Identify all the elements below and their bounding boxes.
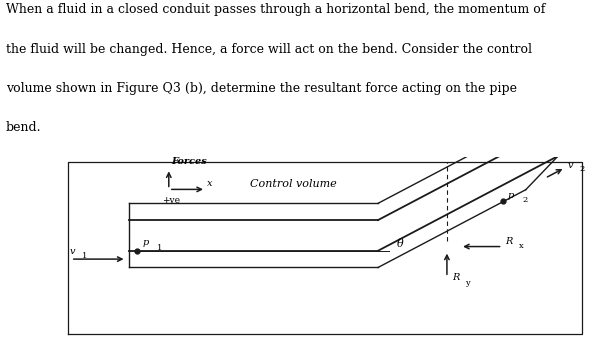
Text: p: p (508, 191, 514, 200)
Text: x: x (518, 242, 523, 250)
Text: v: v (70, 247, 75, 255)
Text: 1: 1 (157, 244, 163, 252)
Text: 2: 2 (523, 196, 528, 204)
Text: R: R (452, 273, 459, 282)
Text: v: v (567, 161, 573, 170)
Text: R: R (505, 237, 512, 246)
Text: the fluid will be changed. Hence, a force will act on the bend. Consider the con: the fluid will be changed. Hence, a forc… (6, 42, 532, 55)
Text: p: p (142, 238, 149, 247)
Text: Control volume: Control volume (250, 179, 337, 189)
Text: +ve: +ve (163, 196, 181, 205)
Text: y: y (465, 279, 470, 287)
Text: 2: 2 (580, 165, 585, 173)
Text: volume shown in Figure Q3 (b), determine the resultant force acting on the pipe: volume shown in Figure Q3 (b), determine… (6, 82, 517, 95)
Text: bend.: bend. (6, 121, 42, 134)
Text: 1: 1 (82, 252, 88, 260)
Text: θ: θ (397, 239, 403, 249)
Text: When a fluid in a closed conduit passes through a horizontal bend, the momentum : When a fluid in a closed conduit passes … (6, 3, 545, 16)
Text: x: x (207, 179, 213, 188)
Text: Forces: Forces (172, 157, 207, 166)
